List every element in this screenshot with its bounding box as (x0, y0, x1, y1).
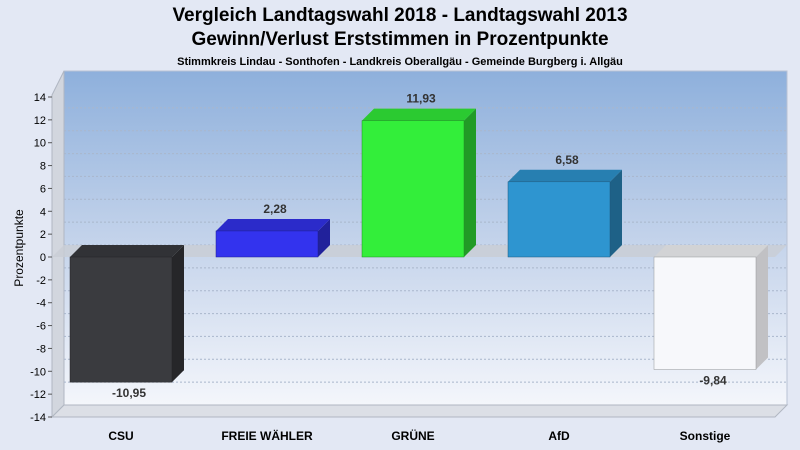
bar-sonstige: -9,84 (653, 245, 768, 387)
bar-top (362, 108, 476, 121)
chart-title-line-2: Gewinn/Verlust Erststimmen in Prozentpun… (191, 29, 609, 50)
bar-afd: 6,58 (507, 153, 622, 258)
bar-side (172, 245, 184, 383)
value-label: -9,84 (699, 373, 727, 387)
chart-title-block: Vergleich Landtagswahl 2018 - Landtagswa… (0, 4, 800, 70)
y-tick-label: -4 (36, 298, 46, 310)
bar-side (756, 245, 768, 370)
bar-gr-ne: 11,93 (361, 92, 476, 258)
y-axis-ticks: 14 12 10 8 6 4 2 0 -2 -4 -6 -8 -10 -12 -14 (30, 92, 52, 424)
y-tick-label: 4 (40, 206, 46, 218)
y-tick-label: 14 (34, 92, 46, 104)
bar-side (464, 108, 476, 258)
value-label: 2,28 (263, 202, 287, 216)
bar-front (69, 256, 173, 383)
side-wall (51, 70, 65, 419)
x-axis-labels: CSU FREIE WÄHLER GRÜNE AfD Sonstige (108, 428, 730, 443)
bar-top (508, 169, 622, 182)
bar-front (215, 230, 319, 258)
bar-front (653, 256, 757, 370)
y-tick-label: -2 (36, 275, 46, 287)
bar-top (216, 218, 330, 231)
y-tick-label: -8 (36, 343, 46, 355)
value-label: 11,93 (406, 92, 436, 106)
bar-front (507, 181, 611, 258)
bars: -10,95 2,28 11,93 6,58 -9,84 (69, 92, 768, 400)
y-tick-label: 0 (40, 252, 46, 264)
bar-front (361, 120, 465, 258)
x-tick-label: AfD (548, 429, 570, 443)
x-tick-label: GRÜNE (391, 428, 434, 443)
y-axis-label: Prozentpunkte (12, 209, 26, 287)
y-tick-label: 6 (40, 183, 46, 195)
bar-side (318, 218, 330, 257)
bar-csu: -10,95 (69, 245, 184, 400)
bar-top (654, 245, 768, 257)
y-tick-label: 10 (34, 138, 46, 150)
bar-freie-w-hler: 2,28 (215, 202, 330, 258)
value-label: -10,95 (112, 386, 146, 400)
value-label: 6,58 (555, 153, 579, 167)
floor (50, 404, 789, 418)
x-tick-label: CSU (108, 429, 133, 443)
chart-title-line-1: Vergleich Landtagswahl 2018 - Landtagswa… (172, 5, 628, 26)
x-tick-label: FREIE WÄHLER (221, 428, 313, 443)
y-tick-label: -10 (30, 366, 46, 378)
bar-top (70, 245, 184, 257)
y-tick-label: 8 (40, 161, 46, 173)
y-tick-label: 12 (34, 115, 46, 127)
y-tick-label: -14 (30, 412, 46, 424)
y-tick-label: -12 (30, 389, 46, 401)
x-tick-label: Sonstige (680, 429, 731, 443)
y-tick-label: -6 (36, 321, 46, 333)
chart-subtitle: Stimmkreis Lindau - Sonthofen - Landkrei… (177, 56, 623, 68)
y-tick-label: 2 (40, 229, 46, 241)
bar-side (610, 169, 622, 257)
